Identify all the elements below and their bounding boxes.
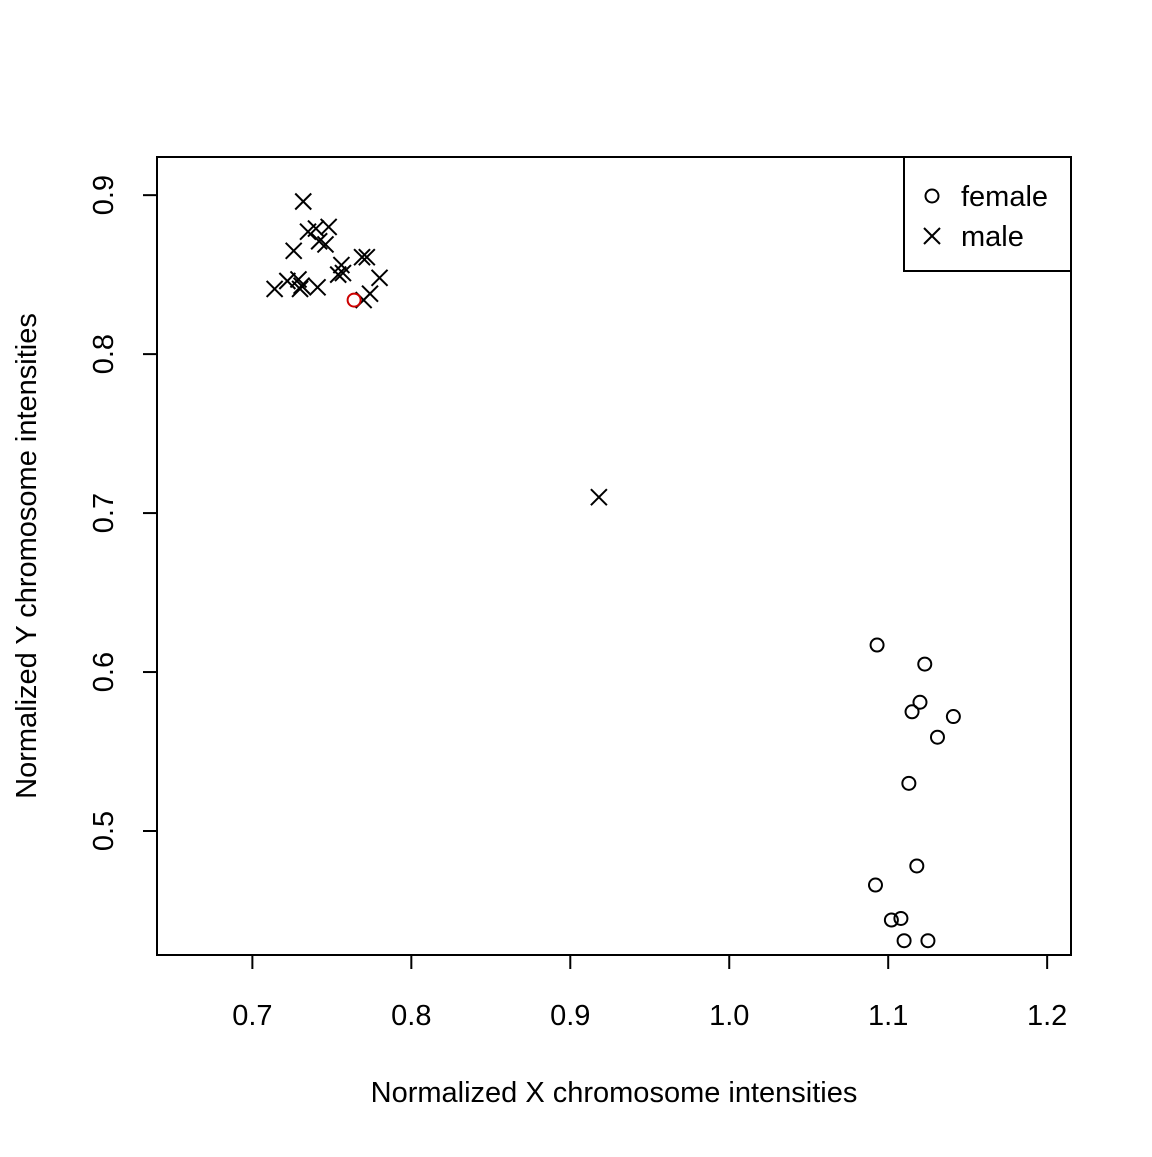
x-axis-label: Normalized X chromosome intensities [371,1077,858,1109]
y-tick-label: 0.6 [88,652,120,692]
y-axis-label: Normalized Y chromosome intensities [11,313,43,799]
legend-label-male: male [961,221,1024,253]
x-tick-label: 0.9 [550,1000,590,1032]
x-tick-label: 0.8 [391,1000,431,1032]
legend: female male [904,157,1071,271]
x-tick-label: 1.0 [709,1000,749,1032]
x-tick-label: 1.2 [1027,1000,1067,1032]
y-tick-label: 0.5 [88,811,120,851]
legend-label-female: female [961,181,1048,213]
y-tick-label: 0.7 [88,493,120,533]
y-tick-label: 0.9 [88,175,120,215]
x-tick-label: 0.7 [232,1000,272,1032]
x-tick-label: 1.1 [868,1000,908,1032]
y-tick-label: 0.8 [88,334,120,374]
legend-box [904,157,1071,271]
